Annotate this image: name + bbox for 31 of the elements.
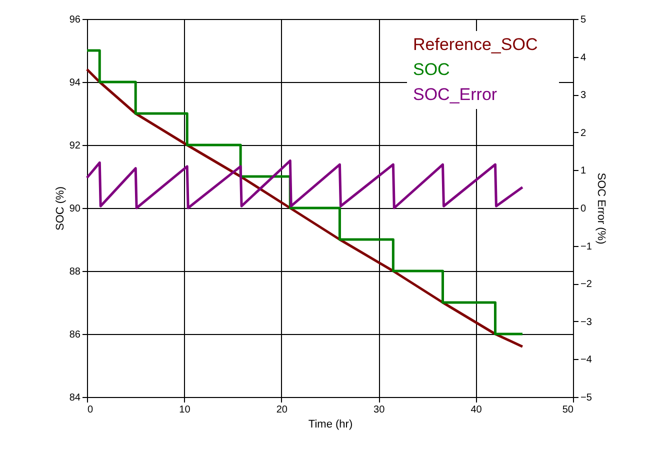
y2-tick-label: −2 — [580, 279, 592, 290]
x-tick-label: 50 — [562, 404, 574, 416]
x-tick-label: 0 — [88, 404, 94, 416]
x-tick-label: 10 — [179, 404, 191, 416]
y2-tick-label: 2 — [580, 128, 586, 139]
x-tick-label: 20 — [276, 404, 288, 416]
x-tick-label: 40 — [470, 404, 482, 416]
y-tick-label: 86 — [69, 330, 81, 340]
text: SOC_Error — [413, 85, 498, 104]
y-axis-title: SOC (%) — [54, 186, 66, 230]
y-tick-label: 96 — [69, 14, 81, 26]
text: SOC — [413, 60, 450, 79]
y2-tick-label: −1 — [580, 241, 592, 252]
y2-tick-label: 5 — [580, 14, 586, 26]
y2-tick-label: 3 — [580, 90, 586, 102]
y2-axis-title: SOC Error (%) — [594, 172, 607, 244]
y-tick-label: 84 — [69, 392, 81, 404]
y-tick-label: 92 — [69, 140, 81, 152]
y2-tick-label: −5 — [580, 392, 592, 404]
y2-tick-label: 1 — [580, 166, 586, 177]
y2-tick-label: 0 — [580, 204, 586, 214]
y2-tick-label: −3 — [580, 316, 592, 328]
y-tick-label: 88 — [69, 266, 81, 278]
text: Reference_SOC — [413, 35, 538, 54]
y2-tick-label: −4 — [580, 354, 592, 366]
x-tick-label: 30 — [374, 404, 386, 416]
x-axis-title: Time (hr) — [308, 418, 353, 430]
y2-tick-label: 4 — [580, 52, 586, 64]
y-tick-label: 90 — [69, 204, 81, 214]
line-series — [86, 160, 524, 210]
y-tick-label: 94 — [69, 78, 81, 88]
